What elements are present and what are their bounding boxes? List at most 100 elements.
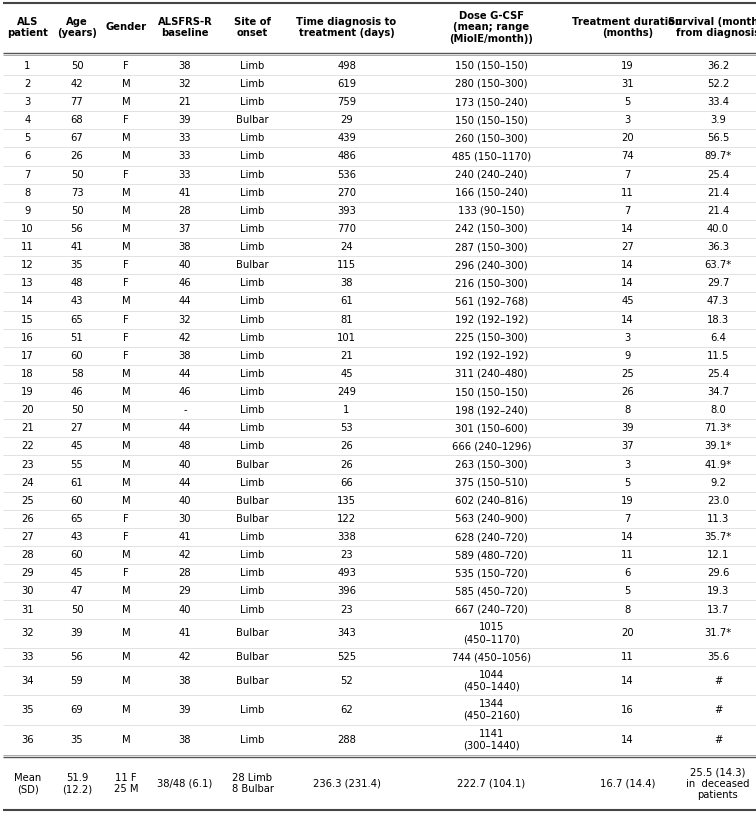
Text: 60: 60 [71,351,83,361]
Text: 46: 46 [178,387,191,397]
Text: 42: 42 [178,333,191,343]
Text: F: F [123,260,129,270]
Text: 493: 493 [337,568,356,578]
Text: 192 (192–192): 192 (192–192) [455,315,528,324]
Text: 15: 15 [21,315,34,324]
Text: F: F [123,115,129,125]
Text: 311 (240–480): 311 (240–480) [455,369,528,379]
Text: 66: 66 [340,478,353,488]
Text: Limb: Limb [240,79,265,89]
Text: 39: 39 [178,705,191,715]
Text: 21: 21 [178,97,191,107]
Text: 585 (450–720): 585 (450–720) [455,586,528,597]
Text: Limb: Limb [240,351,265,361]
Text: 27: 27 [70,424,83,433]
Text: 744 (450–1056): 744 (450–1056) [452,652,531,662]
Text: 536: 536 [337,170,356,180]
Text: 71.3*: 71.3* [705,424,732,433]
Text: 7: 7 [24,170,31,180]
Text: 35: 35 [71,260,83,270]
Text: 11 F
25 M: 11 F 25 M [113,773,138,794]
Text: 38: 38 [178,734,191,745]
Text: Bulbar: Bulbar [236,496,269,506]
Text: 47: 47 [71,586,83,597]
Text: M: M [122,224,130,234]
Text: 44: 44 [178,297,191,307]
Text: M: M [122,405,130,415]
Text: 51: 51 [70,333,83,343]
Text: 21: 21 [340,351,353,361]
Text: 222.7 (104.1): 222.7 (104.1) [457,779,525,789]
Text: 101: 101 [337,333,356,343]
Text: Limb: Limb [240,333,265,343]
Text: 150 (150–150): 150 (150–150) [455,115,528,125]
Text: 73: 73 [71,188,83,198]
Text: 53: 53 [340,424,353,433]
Text: M: M [122,369,130,379]
Text: 29.7: 29.7 [707,278,730,289]
Text: F: F [123,61,129,71]
Text: 3: 3 [624,115,631,125]
Text: F: F [123,532,129,542]
Text: 36.3: 36.3 [707,242,729,252]
Text: 45: 45 [71,441,83,451]
Text: 27: 27 [21,532,34,542]
Text: 770: 770 [337,224,356,234]
Text: 23: 23 [340,550,353,560]
Text: 45: 45 [621,297,634,307]
Text: 61: 61 [70,478,83,488]
Text: M: M [122,97,130,107]
Text: 11.5: 11.5 [707,351,730,361]
Text: 11: 11 [621,652,634,662]
Text: 8: 8 [624,405,631,415]
Text: 192 (192–192): 192 (192–192) [455,351,528,361]
Text: 59: 59 [70,676,83,685]
Text: 666 (240–1296): 666 (240–1296) [452,441,531,451]
Text: 4: 4 [24,115,31,125]
Text: M: M [122,242,130,252]
Text: M: M [122,705,130,715]
Text: M: M [122,459,130,470]
Text: 12.1: 12.1 [707,550,730,560]
Text: 40: 40 [178,260,191,270]
Text: 63.7*: 63.7* [705,260,732,270]
Text: 619: 619 [337,79,356,89]
Text: 33: 33 [178,133,191,143]
Text: Limb: Limb [240,61,265,71]
Text: 260 (150–300): 260 (150–300) [455,133,528,143]
Text: M: M [122,387,130,397]
Text: 28 Limb
8 Bulbar: 28 Limb 8 Bulbar [231,773,274,794]
Text: 36.2: 36.2 [707,61,729,71]
Text: M: M [122,652,130,662]
Text: 22: 22 [21,441,34,451]
Text: 29: 29 [21,568,34,578]
Text: 1344
(450–2160): 1344 (450–2160) [463,699,520,721]
Text: 39: 39 [621,424,634,433]
Text: M: M [122,550,130,560]
Text: 30: 30 [21,586,34,597]
Text: 9.2: 9.2 [710,478,726,488]
Text: 19: 19 [621,61,634,71]
Text: 31: 31 [21,605,34,615]
Text: 1044
(450–1440): 1044 (450–1440) [463,670,520,692]
Text: 31.7*: 31.7* [705,628,732,638]
Text: 65: 65 [70,514,83,524]
Text: 33.4: 33.4 [707,97,729,107]
Text: 287 (150–300): 287 (150–300) [455,242,528,252]
Text: 343: 343 [337,628,356,638]
Text: 35.6: 35.6 [707,652,729,662]
Text: 42: 42 [71,79,83,89]
Text: 36: 36 [21,734,34,745]
Text: Limb: Limb [240,586,265,597]
Text: 393: 393 [337,206,356,215]
Text: 16.7 (14.4): 16.7 (14.4) [600,779,655,789]
Text: 19: 19 [621,496,634,506]
Text: Limb: Limb [240,151,265,162]
Text: 23: 23 [340,605,353,615]
Text: 240 (240–240): 240 (240–240) [455,170,528,180]
Text: 25.4: 25.4 [707,369,729,379]
Text: 41: 41 [178,532,191,542]
Text: 29.6: 29.6 [707,568,730,578]
Text: 41: 41 [71,242,83,252]
Text: Limb: Limb [240,242,265,252]
